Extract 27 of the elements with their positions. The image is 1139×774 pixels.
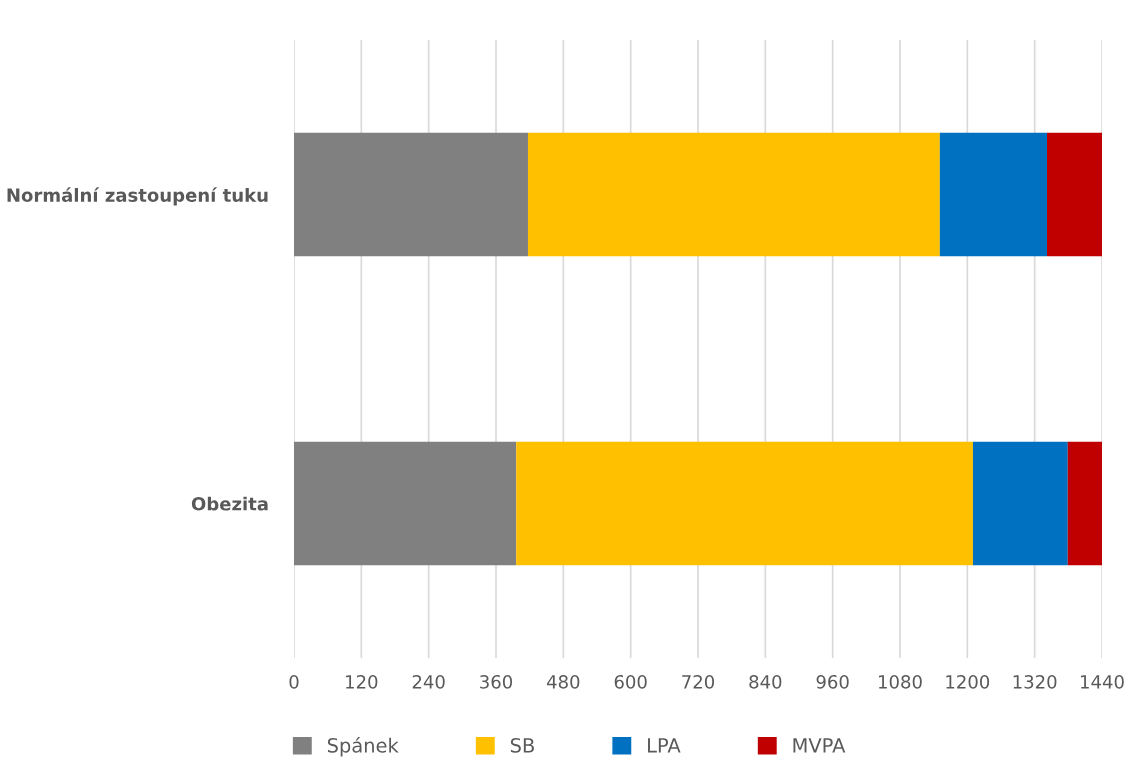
x-tick-label: 1440 <box>1081 674 1124 689</box>
bar <box>1047 132 1102 257</box>
bar <box>939 132 1048 257</box>
bar <box>1067 441 1102 566</box>
x-tick-label: 0 <box>289 674 299 689</box>
x-tick-label: 960 <box>816 674 849 689</box>
x-tick-label: 840 <box>749 674 782 689</box>
y-tick-label: Normální zastoupení tuku <box>7 187 268 206</box>
legend-label: MVPA <box>793 738 846 753</box>
y-tick-label: Obezita <box>191 496 268 511</box>
bar <box>294 441 517 566</box>
x-tick-label: 360 <box>480 674 513 689</box>
legend-label: Spánek <box>327 736 399 757</box>
legend-label: SB <box>510 738 534 753</box>
legend-label: LPA <box>648 738 681 753</box>
x-tick-label: 720 <box>682 674 715 689</box>
bar <box>294 132 528 257</box>
x-tick-label: 240 <box>412 674 445 689</box>
x-tick-label: 1320 <box>1013 674 1057 689</box>
x-tick-label: 480 <box>546 674 580 689</box>
bar <box>516 441 973 566</box>
bar <box>527 132 940 257</box>
bar <box>972 441 1068 566</box>
x-tick-label: 600 <box>614 674 647 689</box>
x-tick-label: 1200 <box>946 674 990 689</box>
x-tick-label: 120 <box>346 674 378 689</box>
x-tick-label: 1080 <box>879 674 922 689</box>
